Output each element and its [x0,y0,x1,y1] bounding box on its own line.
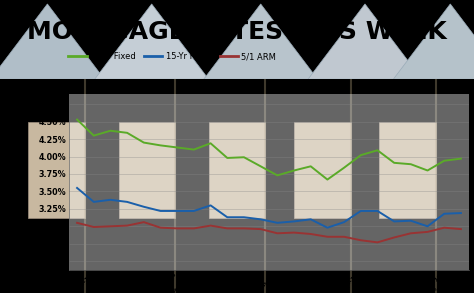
FancyBboxPatch shape [294,122,351,218]
Legend: 30-Yr Fixed, 15-Yr Fixed, 5/1 ARM: 30-Yr Fixed, 15-Yr Fixed, 5/1 ARM [65,49,280,64]
FancyBboxPatch shape [28,122,85,218]
FancyBboxPatch shape [209,122,265,218]
FancyBboxPatch shape [379,122,436,218]
Polygon shape [95,4,209,79]
Polygon shape [308,4,422,79]
Polygon shape [204,4,318,79]
Polygon shape [0,4,104,79]
Polygon shape [393,4,474,79]
Text: Data: Freddie Mac PMMS: Data: Freddie Mac PMMS [382,287,460,292]
Text: MORTGAGE RATES THIS WEEK: MORTGAGE RATES THIS WEEK [27,20,447,44]
FancyBboxPatch shape [118,122,175,218]
